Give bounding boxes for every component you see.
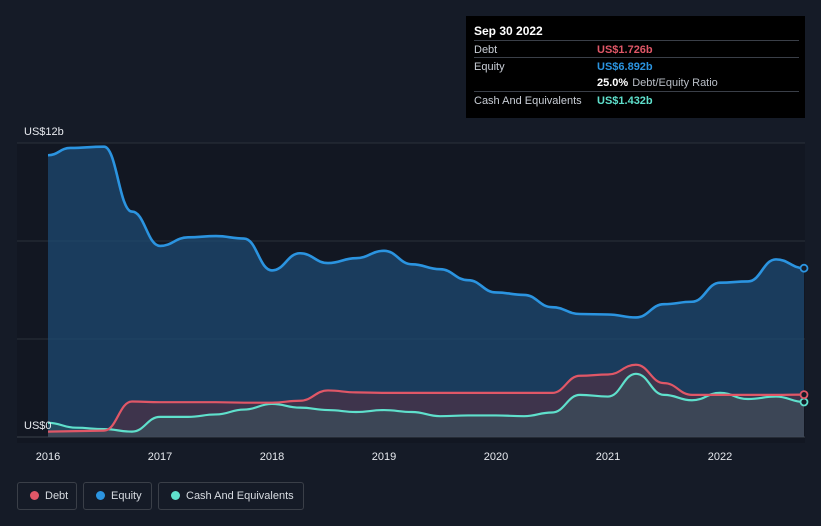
legend-item-debt[interactable]: Debt bbox=[17, 482, 77, 510]
legend-dot-icon bbox=[171, 491, 180, 500]
tooltip-value: US$1.726b bbox=[597, 44, 653, 56]
equity-end-point bbox=[799, 263, 809, 273]
debt-area bbox=[48, 364, 804, 437]
x-tick-label: 2018 bbox=[260, 451, 284, 463]
tooltip-value: US$1.432b bbox=[597, 95, 653, 107]
end-markers bbox=[799, 263, 809, 407]
tooltip-row-debt: Debt US$1.726b bbox=[474, 40, 799, 58]
x-tick-label: 2020 bbox=[484, 451, 508, 463]
y-tick-label: US$12b bbox=[24, 126, 64, 138]
series-areas bbox=[48, 146, 804, 437]
legend-dot-icon bbox=[30, 491, 39, 500]
x-tick-label: 2016 bbox=[36, 451, 60, 463]
legend-item-cash[interactable]: Cash And Equivalents bbox=[158, 482, 304, 510]
ratio-value: 25.0% bbox=[597, 77, 629, 89]
x-axis-labels: 2016 2017 2018 2019 2020 2021 2022 bbox=[36, 451, 732, 463]
legend-label: Debt bbox=[45, 490, 69, 502]
legend-item-equity[interactable]: Equity bbox=[83, 482, 152, 510]
cash-area bbox=[48, 373, 804, 437]
data-tooltip: Sep 30 2022 Debt US$1.726b Equity US$6.8… bbox=[466, 16, 805, 118]
equity-area bbox=[48, 146, 804, 437]
legend-dot-icon bbox=[96, 491, 105, 500]
tooltip-label: Debt bbox=[474, 44, 498, 56]
debt-line bbox=[47, 363, 805, 433]
tooltip-value: US$6.892b bbox=[597, 61, 653, 73]
tooltip-date: Sep 30 2022 bbox=[474, 24, 543, 38]
debt-end-point bbox=[799, 390, 809, 400]
legend-label: Equity bbox=[111, 490, 142, 502]
ratio-label: Debt/Equity Ratio bbox=[632, 77, 718, 89]
tooltip-row-equity: Equity US$6.892b bbox=[474, 57, 799, 75]
equity-line bbox=[47, 145, 805, 319]
tooltip-row-cash: Cash And Equivalents US$1.432b bbox=[474, 91, 799, 109]
series-lines bbox=[47, 145, 805, 433]
tooltip-row-ratio: 25.0% Debt/Equity Ratio bbox=[474, 74, 799, 91]
x-tick-label: 2022 bbox=[708, 451, 732, 463]
tooltip-label: Equity bbox=[474, 61, 505, 73]
cash-line bbox=[47, 372, 805, 433]
tooltip-ratio-value: 25.0% Debt/Equity Ratio bbox=[597, 77, 718, 89]
legend-label: Cash And Equivalents bbox=[186, 490, 294, 502]
x-tick-label: 2019 bbox=[372, 451, 396, 463]
cash-end-point bbox=[799, 397, 809, 407]
tooltip-label: Cash And Equivalents bbox=[474, 95, 582, 107]
x-tick-label: 2021 bbox=[596, 451, 620, 463]
y-axis-labels: US$12b US$0 bbox=[24, 126, 64, 432]
x-tick-label: 2017 bbox=[148, 451, 172, 463]
y-tick-label: US$0 bbox=[24, 420, 52, 432]
